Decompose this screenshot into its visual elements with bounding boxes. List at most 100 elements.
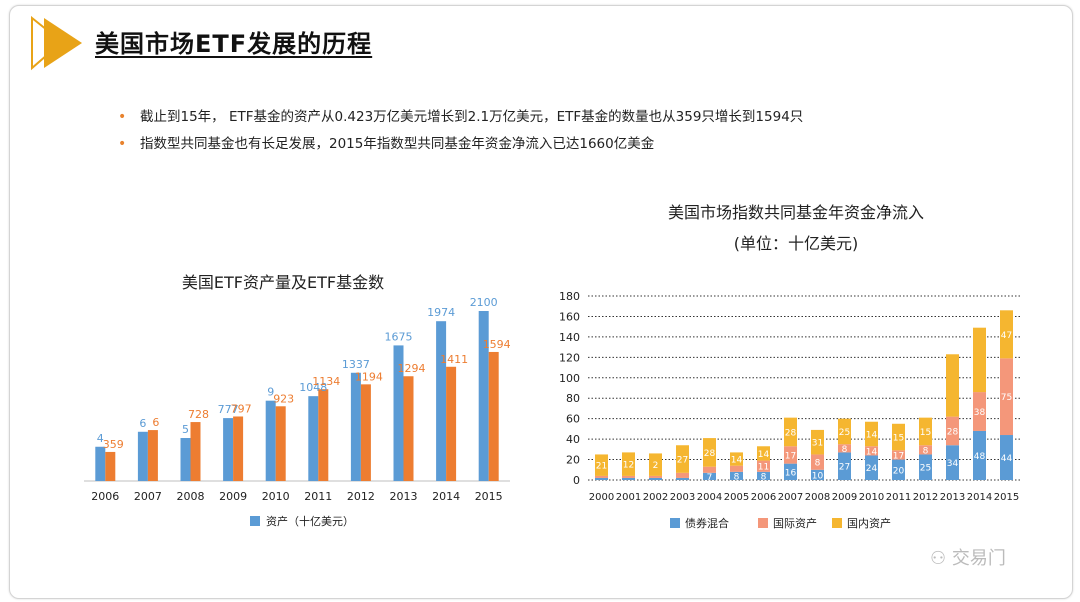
legend-swatch [758,518,768,528]
y-tick-label: 40 [566,433,580,446]
data-label: 34 [947,459,959,469]
bar-segment [730,465,743,472]
x-tick-label: 2005 [724,492,749,503]
legend-label: 国内资产 [847,516,891,530]
x-tick-label: 2007 [778,492,803,503]
data-label-fund-count: 1134 [312,375,340,388]
data-label-assets: 4 [97,432,104,445]
data-label-fund-count: 1194 [355,370,383,383]
bar-fund-count [105,451,116,481]
data-label: 8 [761,472,767,482]
data-label-fund-count: 797 [231,402,252,415]
bar-segment [811,429,824,455]
bar-segment [622,477,635,480]
bar-assets [308,396,319,481]
data-label: 14 [731,456,743,466]
bar-assets [223,418,234,481]
bar-fund-count [446,366,457,481]
bar-segment [865,421,878,447]
bar-segment [649,477,662,480]
bar-segment [649,453,662,476]
data-label: 10 [812,471,824,481]
bar-segment [703,472,716,480]
bar-segment [838,418,851,445]
data-label: 28 [704,449,716,459]
data-label-assets: 1337 [342,358,370,371]
bar-segment [757,446,770,461]
x-tick-label: 2009 [219,490,247,503]
chart-title: 美国ETF资产量及ETF基金数 [182,273,384,292]
data-label-assets: 5 [182,423,189,436]
bar-segment [676,472,689,478]
watermark: ⚇ 交易门 [930,544,1006,570]
x-tick-label: 2010 [859,492,884,503]
x-tick-label: 2004 [697,492,722,503]
bar-fund-count [403,376,414,481]
bar-assets [95,446,106,481]
bar-segment [892,450,905,460]
data-label: 47 [1001,331,1012,341]
data-label-assets: 777 [218,403,239,416]
y-tick-label: 80 [566,392,580,405]
y-tick-label: 20 [566,454,580,467]
data-label-assets: 6 [139,417,146,430]
bar-segment [973,430,986,480]
bar-fund-count [147,430,158,481]
legend-label: 债券混合 [685,516,729,530]
bar-segment [676,477,689,480]
bar-segment [622,452,635,476]
bullet-item: • 截止到15年， ETF基金的资产从0.423万亿美元增长到2.1万亿美元，ET… [118,104,803,131]
y-tick-label: 140 [559,331,580,344]
bar-segment [838,452,851,480]
data-label-assets: 1675 [385,330,413,343]
x-tick-label: 2008 [805,492,830,503]
bar-segment [946,354,959,417]
data-label: 38 [974,408,986,418]
bar-segment [784,446,797,464]
x-tick-label: 2012 [347,490,375,503]
bar-fund-count [190,422,201,481]
bar-segment [811,469,824,480]
data-label-fund-count: 728 [188,408,209,421]
data-label: 14 [758,450,770,460]
data-label: 25 [920,464,931,474]
data-label-fund-count: 359 [103,438,124,451]
bullet-text: 指数型共同基金也有长足发展，2015年指数型共同基金年资金净流入已达1660亿美… [140,136,655,152]
bar-segment [946,445,959,480]
bar-segment [973,392,986,431]
bar-segment [919,417,932,446]
bar-segment [730,452,743,466]
data-label: 14 [866,447,878,457]
x-tick-label: 2000 [589,492,614,503]
bar-assets [436,321,447,481]
data-label-fund-count: 1294 [398,362,426,375]
data-label: 25 [839,428,850,438]
bar-segment [703,438,716,467]
data-label: 17 [893,451,904,461]
x-tick-label: 2001 [616,492,641,503]
legend-swatch [670,518,680,528]
y-tick-label: 120 [559,351,580,364]
data-label-assets: 2100 [470,296,498,309]
bar-segment [784,417,797,447]
x-tick-label: 2003 [670,492,695,503]
data-label: 17 [785,451,796,461]
data-label: 8 [842,445,848,455]
data-label-fund-count: 6 [152,416,159,429]
bullet-dot-icon: • [118,109,127,125]
bullet-dot-icon: • [118,136,127,152]
data-label: 27 [839,463,850,473]
bar-segment [973,327,986,393]
bar-segment [892,423,905,451]
data-label-assets: 1974 [427,306,455,319]
bar-segment [919,454,932,480]
bar-segment [595,475,608,478]
bar-segment [784,463,797,480]
x-tick-label: 2012 [913,492,938,503]
bar-segment [622,475,635,478]
y-tick-label: 160 [559,310,580,323]
bullet-list: • 截止到15年， ETF基金的资产从0.423万亿美元增长到2.1万亿美元，ET… [118,104,803,158]
bar-segment [676,445,689,473]
y-tick-label: 0 [573,474,580,487]
data-label-fund-count: 1411 [440,353,468,366]
